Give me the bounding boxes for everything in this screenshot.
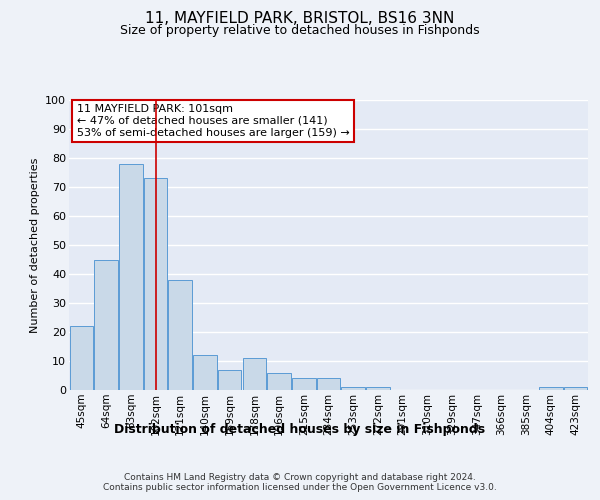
Bar <box>218 370 241 390</box>
Bar <box>539 387 563 390</box>
Bar <box>119 164 143 390</box>
Text: Distribution of detached houses by size in Fishponds: Distribution of detached houses by size … <box>115 422 485 436</box>
Bar <box>268 372 291 390</box>
Text: Contains HM Land Registry data © Crown copyright and database right 2024.
Contai: Contains HM Land Registry data © Crown c… <box>103 472 497 492</box>
Text: Size of property relative to detached houses in Fishponds: Size of property relative to detached ho… <box>120 24 480 37</box>
Text: 11 MAYFIELD PARK: 101sqm
← 47% of detached houses are smaller (141)
53% of semi-: 11 MAYFIELD PARK: 101sqm ← 47% of detach… <box>77 104 350 138</box>
Bar <box>564 387 587 390</box>
Bar <box>193 355 217 390</box>
Y-axis label: Number of detached properties: Number of detached properties <box>29 158 40 332</box>
Bar <box>94 260 118 390</box>
Bar <box>242 358 266 390</box>
Bar <box>70 326 93 390</box>
Bar <box>317 378 340 390</box>
Text: 11, MAYFIELD PARK, BRISTOL, BS16 3NN: 11, MAYFIELD PARK, BRISTOL, BS16 3NN <box>145 11 455 26</box>
Bar <box>169 280 192 390</box>
Bar <box>341 387 365 390</box>
Bar <box>292 378 316 390</box>
Bar <box>366 387 389 390</box>
Bar <box>144 178 167 390</box>
